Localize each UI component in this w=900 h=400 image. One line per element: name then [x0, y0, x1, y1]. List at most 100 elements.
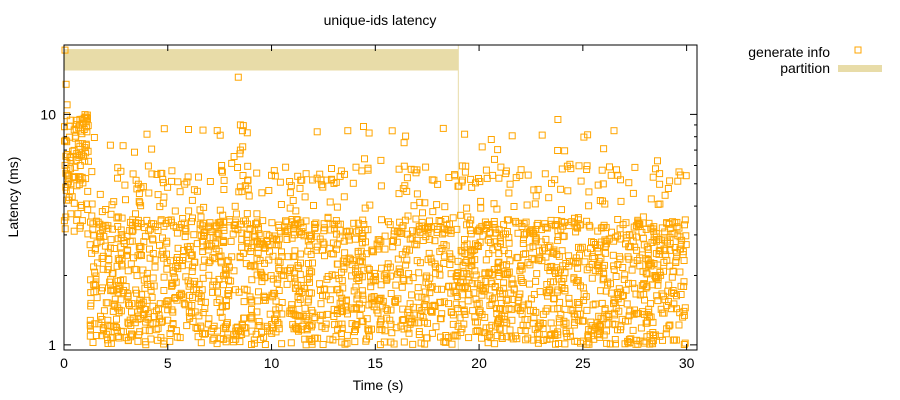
data-point	[377, 281, 385, 289]
data-point	[595, 322, 603, 330]
data-point	[466, 227, 474, 234]
data-point	[517, 166, 525, 174]
data-point	[185, 207, 193, 215]
data-point	[193, 187, 201, 195]
data-point	[221, 269, 229, 277]
data-point	[78, 201, 86, 209]
data-point	[258, 189, 266, 197]
plot-area	[60, 45, 690, 350]
data-point	[292, 284, 300, 292]
data-point	[90, 281, 98, 289]
data-point	[377, 316, 385, 324]
data-point	[253, 210, 261, 218]
data-point	[248, 276, 256, 284]
data-point	[575, 243, 582, 251]
data-point	[87, 218, 94, 226]
data-point	[254, 297, 261, 305]
data-point	[400, 325, 408, 333]
data-point	[192, 324, 200, 332]
data-point	[554, 305, 562, 313]
data-point	[286, 266, 294, 274]
data-point	[572, 228, 580, 236]
data-point	[671, 244, 679, 251]
data-point	[196, 220, 204, 228]
data-point	[481, 269, 489, 277]
data-point	[491, 283, 499, 291]
legend: generate info partition	[748, 44, 882, 76]
data-point	[160, 287, 168, 294]
data-point	[286, 204, 294, 212]
data-point	[629, 189, 637, 197]
data-point	[551, 222, 559, 230]
data-point	[416, 259, 424, 267]
data-point	[672, 336, 680, 344]
data-point	[258, 273, 266, 281]
data-point	[643, 283, 651, 291]
data-point	[234, 73, 242, 81]
data-point	[670, 230, 678, 238]
data-point	[533, 330, 541, 337]
data-point	[677, 291, 685, 298]
data-point	[254, 322, 262, 330]
data-point	[201, 305, 209, 312]
data-point	[350, 219, 358, 227]
data-point	[188, 218, 195, 226]
data-point	[491, 155, 498, 163]
data-point	[141, 326, 149, 334]
data-point	[553, 288, 561, 296]
data-point	[185, 282, 193, 290]
data-point	[627, 335, 635, 343]
data-point	[287, 339, 295, 347]
data-point	[92, 280, 100, 288]
data-point	[413, 190, 421, 198]
data-point	[391, 298, 399, 306]
data-point	[404, 308, 412, 316]
data-point	[67, 165, 74, 173]
data-point	[404, 325, 412, 333]
data-point	[518, 310, 526, 318]
data-point	[110, 198, 118, 206]
data-point	[647, 195, 655, 203]
data-point	[415, 269, 423, 277]
data-point	[431, 237, 439, 245]
data-point	[205, 315, 213, 323]
data-point	[283, 236, 291, 243]
data-point	[215, 296, 223, 304]
data-point	[600, 145, 608, 153]
data-point	[654, 157, 661, 165]
data-point	[542, 253, 550, 261]
data-point	[140, 224, 148, 232]
data-point	[436, 248, 444, 256]
data-point	[70, 227, 78, 235]
data-point	[93, 332, 101, 339]
data-point	[288, 234, 296, 242]
data-point	[304, 260, 312, 267]
data-point	[554, 286, 562, 294]
data-point	[73, 121, 80, 129]
data-point	[403, 245, 411, 253]
data-point	[323, 176, 331, 184]
data-point	[560, 232, 568, 240]
data-point	[648, 239, 656, 246]
data-point	[512, 219, 520, 227]
data-point	[355, 257, 363, 265]
data-point	[200, 203, 208, 211]
data-point	[169, 308, 177, 316]
data-point	[254, 238, 261, 245]
data-point	[514, 297, 522, 305]
data-point	[138, 291, 146, 299]
data-point	[332, 333, 340, 341]
data-point	[560, 320, 568, 328]
data-point	[107, 236, 115, 244]
data-point	[630, 223, 638, 231]
data-point	[494, 264, 502, 272]
data-point	[581, 258, 589, 266]
data-point	[90, 134, 98, 141]
data-point	[67, 180, 75, 188]
data-point	[93, 239, 101, 247]
chart-title: unique-ids latency	[324, 12, 437, 28]
data-point	[409, 340, 417, 348]
data-point	[134, 337, 142, 345]
data-point	[225, 287, 232, 295]
data-point	[221, 265, 229, 273]
